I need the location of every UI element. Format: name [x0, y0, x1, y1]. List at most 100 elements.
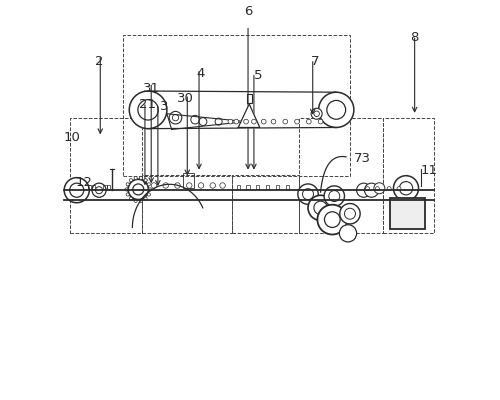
Circle shape: [283, 119, 288, 124]
Circle shape: [306, 119, 311, 124]
Bar: [236, 185, 240, 189]
Circle shape: [144, 179, 147, 182]
Circle shape: [344, 208, 356, 219]
Bar: [246, 185, 250, 189]
Bar: [92, 185, 95, 190]
Bar: [247, 94, 252, 103]
Bar: [122, 35, 350, 176]
Circle shape: [144, 197, 147, 200]
Circle shape: [169, 112, 182, 124]
Circle shape: [324, 186, 344, 206]
Circle shape: [327, 100, 345, 119]
Circle shape: [364, 183, 378, 197]
Circle shape: [302, 189, 314, 200]
Circle shape: [140, 199, 142, 202]
Circle shape: [252, 119, 256, 124]
Text: 8: 8: [410, 32, 419, 44]
Circle shape: [199, 118, 207, 126]
Bar: [108, 185, 110, 190]
Circle shape: [298, 184, 318, 204]
Circle shape: [130, 197, 132, 200]
Bar: [256, 185, 260, 189]
Bar: [184, 172, 194, 188]
Circle shape: [324, 212, 340, 228]
Circle shape: [133, 184, 144, 195]
Circle shape: [228, 119, 233, 124]
Circle shape: [271, 119, 276, 124]
Text: 10: 10: [64, 131, 80, 144]
Circle shape: [126, 183, 130, 186]
Circle shape: [234, 119, 238, 124]
Circle shape: [138, 100, 158, 120]
Text: 7: 7: [310, 55, 319, 68]
Text: 30: 30: [177, 92, 194, 105]
Circle shape: [125, 188, 128, 191]
Circle shape: [314, 201, 327, 214]
Circle shape: [400, 182, 412, 195]
Circle shape: [318, 205, 347, 234]
Circle shape: [140, 176, 142, 180]
Bar: [142, 174, 233, 233]
Bar: [390, 198, 425, 230]
Bar: [299, 118, 384, 233]
Bar: [266, 185, 269, 189]
Circle shape: [340, 225, 356, 242]
Circle shape: [70, 183, 84, 197]
Bar: [232, 174, 299, 233]
Circle shape: [394, 176, 418, 201]
Circle shape: [329, 190, 340, 202]
Circle shape: [126, 193, 130, 196]
Text: 31: 31: [142, 82, 160, 95]
Circle shape: [96, 187, 102, 194]
Circle shape: [308, 195, 333, 220]
Circle shape: [130, 91, 167, 129]
Circle shape: [151, 183, 156, 188]
Circle shape: [130, 179, 132, 182]
Circle shape: [148, 193, 150, 196]
Text: 5: 5: [254, 69, 262, 82]
Circle shape: [215, 118, 222, 125]
Text: 2: 2: [95, 55, 104, 68]
Circle shape: [210, 183, 216, 188]
Circle shape: [387, 187, 391, 190]
Bar: [276, 185, 279, 189]
Circle shape: [128, 179, 148, 200]
Circle shape: [374, 183, 385, 194]
Circle shape: [311, 108, 322, 119]
Text: 6: 6: [244, 5, 252, 18]
Circle shape: [134, 199, 137, 202]
Bar: [384, 118, 434, 233]
Bar: [286, 185, 289, 189]
Circle shape: [134, 176, 137, 180]
Text: 21: 21: [139, 98, 156, 111]
Text: 3: 3: [160, 100, 168, 113]
Bar: [104, 185, 106, 190]
Bar: [88, 185, 91, 190]
Text: 12: 12: [76, 176, 92, 189]
Circle shape: [318, 119, 323, 124]
Circle shape: [262, 119, 266, 124]
Polygon shape: [238, 104, 260, 128]
Circle shape: [186, 183, 192, 188]
Circle shape: [318, 92, 354, 128]
Circle shape: [376, 187, 380, 190]
Circle shape: [172, 114, 178, 121]
Circle shape: [198, 183, 203, 188]
Circle shape: [294, 119, 300, 124]
Circle shape: [174, 183, 180, 188]
Circle shape: [92, 183, 106, 197]
Text: 4: 4: [197, 67, 205, 80]
Circle shape: [191, 115, 200, 124]
Circle shape: [314, 111, 320, 116]
Circle shape: [397, 187, 401, 190]
Circle shape: [244, 119, 248, 124]
Circle shape: [356, 183, 370, 197]
Circle shape: [220, 183, 226, 188]
Bar: [70, 118, 142, 233]
Circle shape: [366, 187, 370, 190]
Circle shape: [148, 183, 150, 186]
Circle shape: [340, 204, 360, 224]
Circle shape: [163, 183, 168, 188]
Text: 73: 73: [354, 152, 371, 165]
Circle shape: [148, 188, 152, 191]
